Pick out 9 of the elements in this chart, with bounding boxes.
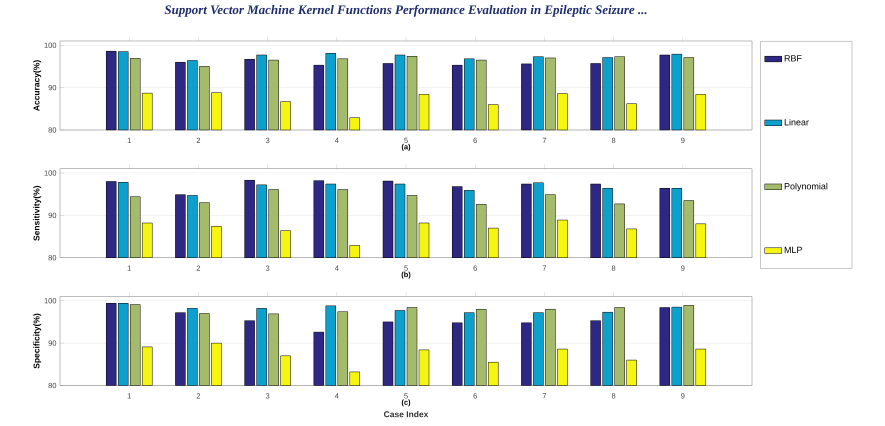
- y-axis-title: Accuracy(%): [33, 60, 42, 111]
- legend-label: MLP: [784, 246, 802, 253]
- text: Support Vector Machine Kernel Functions Performance Evaluation in Epileptic Seizure ...: [164, 4, 647, 17]
- legend-label: RBF: [784, 55, 802, 62]
- y-axis-title: Sensitivity(%): [33, 186, 42, 241]
- text: Case Index: [384, 411, 428, 418]
- y-axis-title: Specificity(%): [33, 314, 42, 369]
- legend-label: Linear: [784, 118, 809, 126]
- legend-label: Polynomial: [784, 182, 828, 192]
